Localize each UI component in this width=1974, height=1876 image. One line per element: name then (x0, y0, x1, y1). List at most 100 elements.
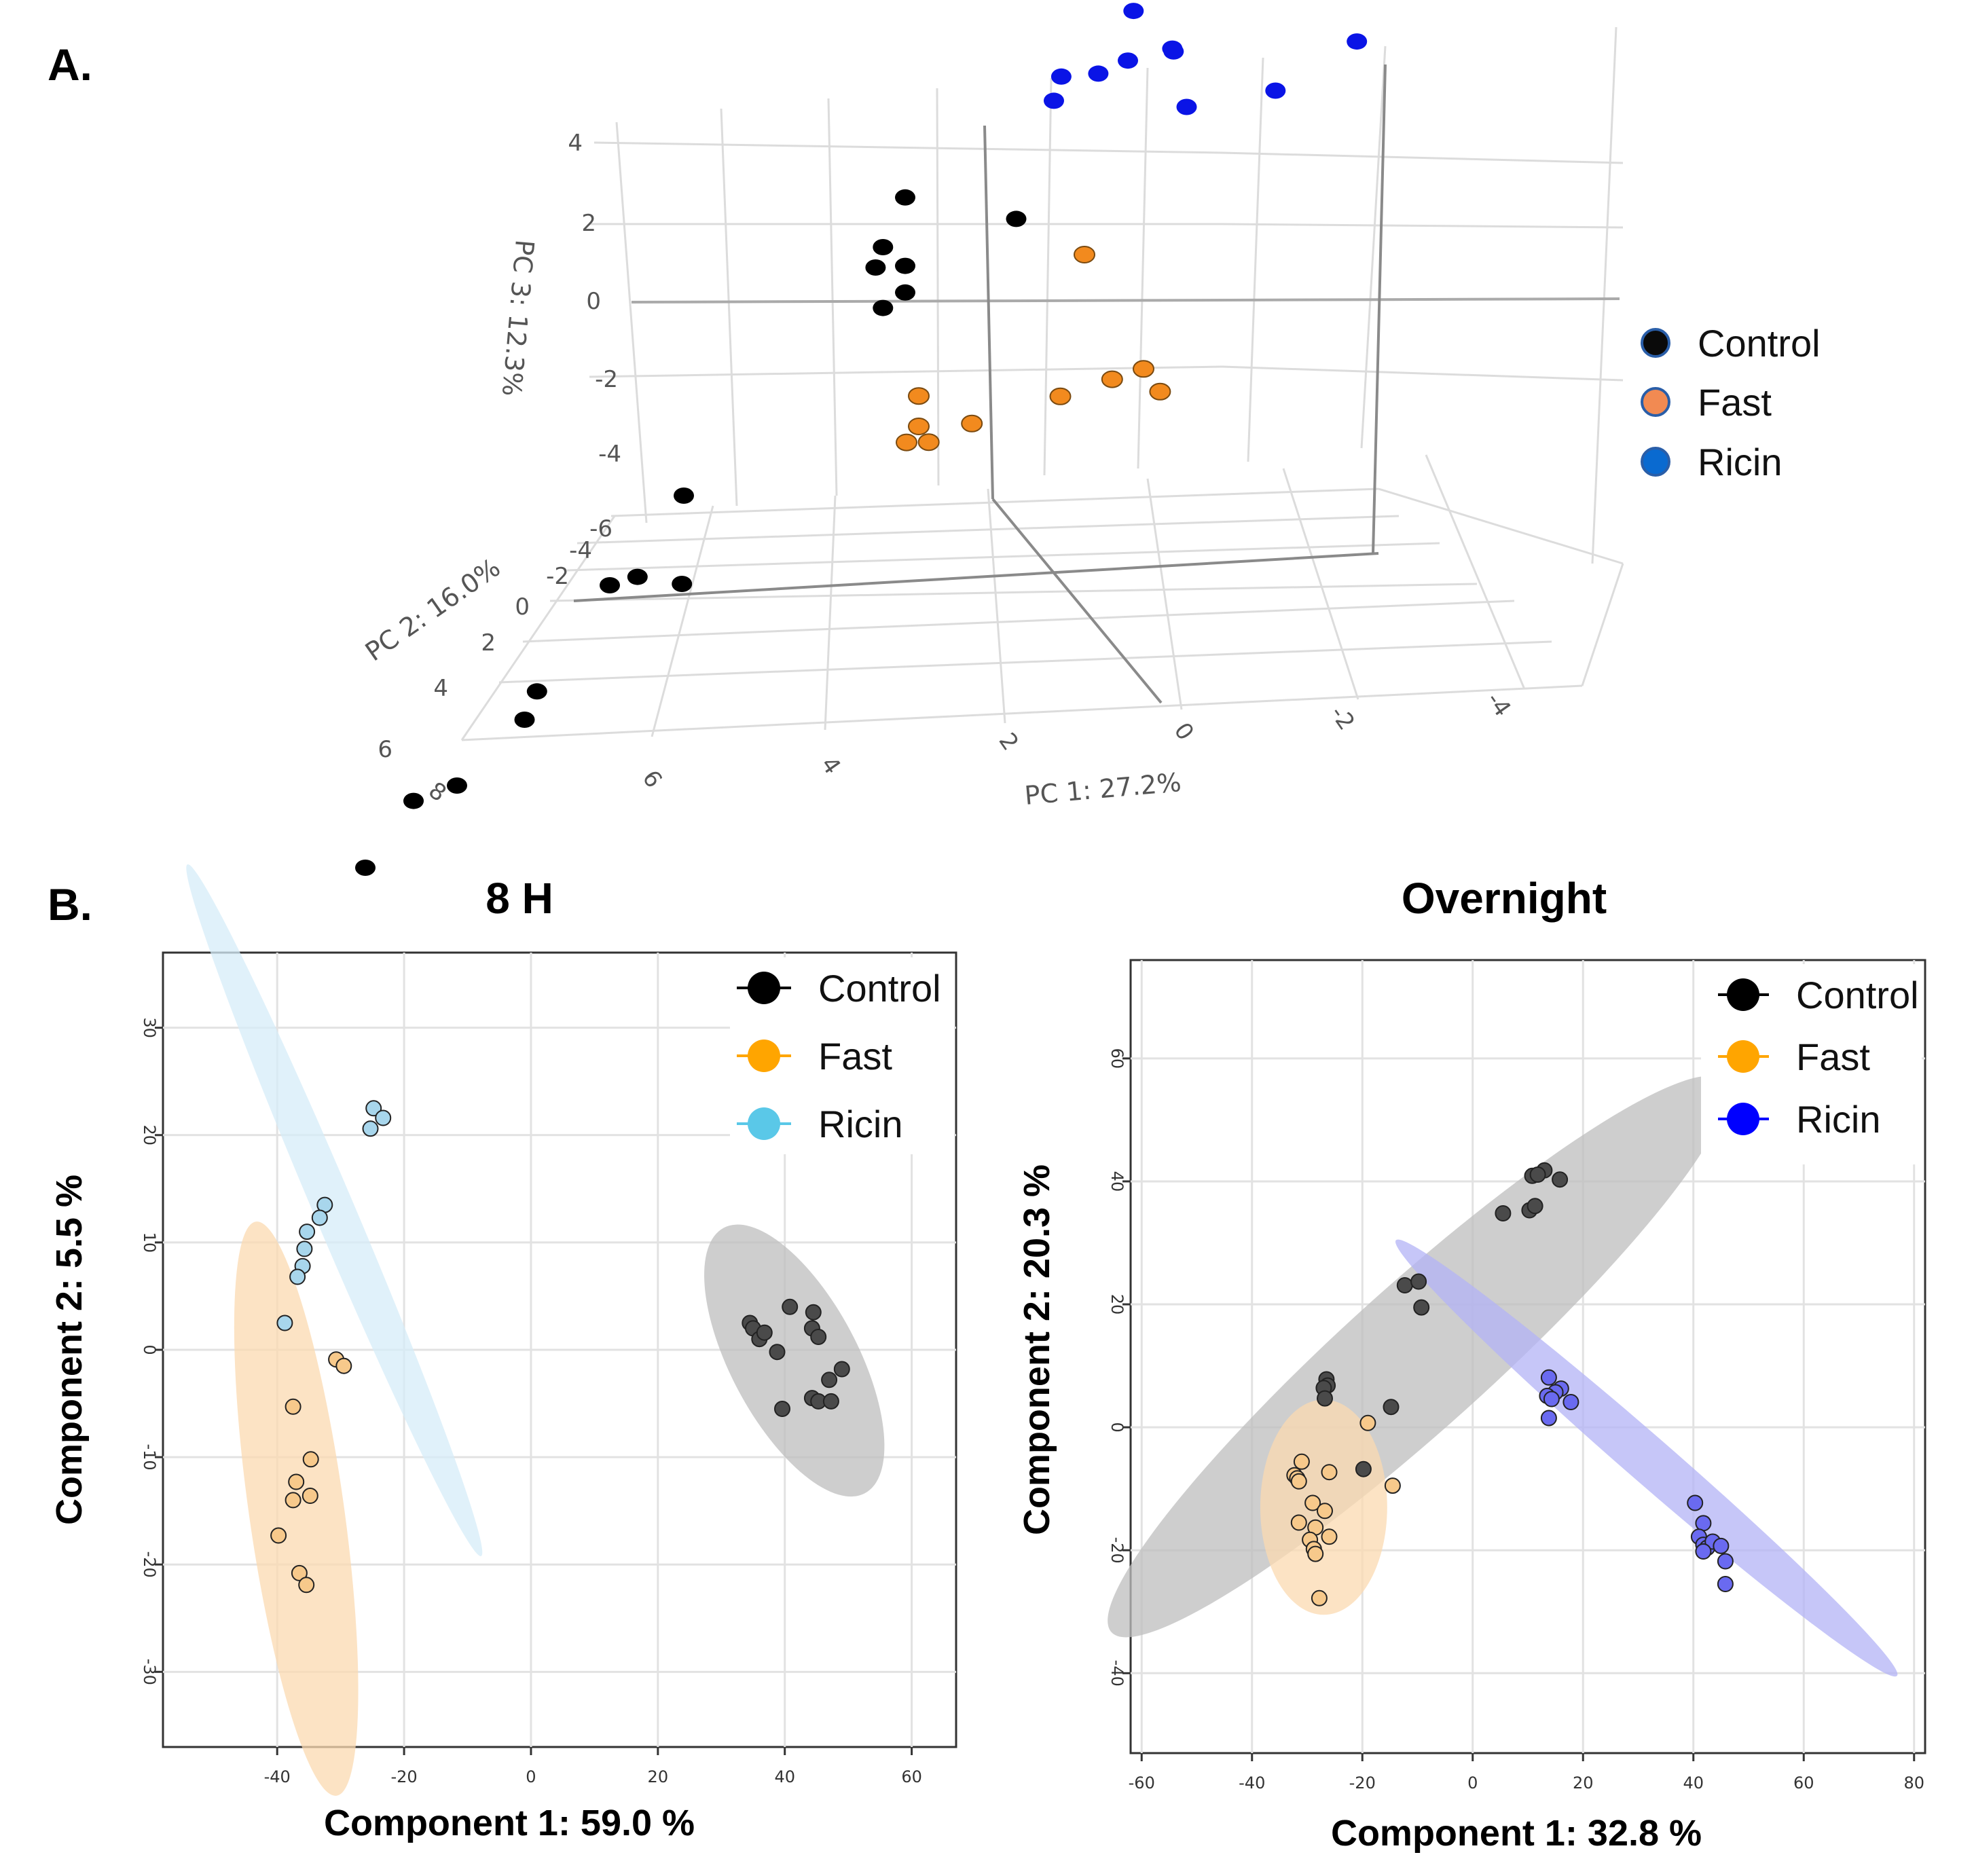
pca-overnight-chart: Overnight -60 -40 -20 0 20 40 60 80 -40 -20 0 20 40 6… (1017, 874, 1926, 1854)
point-control (1495, 1205, 1512, 1221)
ellipse-control (704, 1224, 885, 1497)
y-tick-label: 0 (1108, 1422, 1127, 1432)
point-control (805, 1304, 822, 1321)
legend-3d: Control Fast Ricin (1641, 322, 1821, 483)
point-fast (1149, 382, 1171, 401)
legend-label-fast: Fast (1698, 381, 1772, 424)
legend-marker-ricin (1727, 1103, 1759, 1135)
y-tick-label: 60 (1108, 1048, 1127, 1069)
y-tick-label: 0 (140, 1344, 159, 1355)
y-tick-label: 20 (140, 1125, 159, 1146)
legend-marker-ricin (1641, 447, 1670, 477)
y-tick-label: -10 (140, 1444, 159, 1471)
y-axis-title-8h: Component 2: 5.5 % (49, 1175, 90, 1525)
x-tick-label: -60 (1129, 1773, 1155, 1792)
chart-title-8h: 8 H (486, 874, 553, 923)
x-tick-label: -40 (1239, 1773, 1265, 1792)
x-axis-title-overnight: Component 1: 32.8 % (1331, 1813, 1702, 1854)
point-ricin (1695, 1515, 1712, 1532)
point-control (1383, 1399, 1400, 1416)
y-tick: 4 (433, 675, 448, 702)
z-tick: 0 (586, 288, 601, 315)
point-control (895, 189, 915, 206)
point-control (514, 712, 535, 728)
point-fast (1307, 1545, 1324, 1562)
point-control (895, 284, 915, 301)
legend-marker-fast (1727, 1040, 1759, 1073)
legend-marker-control (1727, 978, 1759, 1011)
point-control (822, 1393, 839, 1410)
pca-8h-chart: 8 H -40 -20 0 20 40 60 -30 -20 -10 0 10 20 30 Compon… (49, 864, 957, 1843)
point-control (833, 1361, 850, 1378)
x-tick-label: 20 (648, 1767, 669, 1786)
legend-label-ricin: Ricin (1698, 441, 1782, 483)
point-ricin (1347, 33, 1368, 50)
x-axis-title: PC 1: 27.2% (1023, 767, 1182, 811)
x-tick-label: 80 (1903, 1773, 1924, 1792)
chart-title-overnight: Overnight (1402, 874, 1607, 923)
point-control (1552, 1171, 1569, 1188)
point-ricin (1044, 92, 1064, 109)
point-fast (1290, 1473, 1307, 1490)
y-tick: 0 (515, 593, 530, 621)
point-fast (1317, 1503, 1333, 1520)
legend-label-fast: Fast (1796, 1035, 1870, 1078)
point-control (1006, 210, 1027, 227)
point-ricin (1540, 1369, 1557, 1386)
y-tick-label: -30 (140, 1659, 159, 1685)
point-control (756, 1324, 773, 1341)
x-tick: 6 (637, 765, 668, 793)
legend-overnight: Control Fast Ricin (1701, 964, 1922, 1164)
y-tick: 8 (424, 777, 452, 807)
legend-marker-control (1641, 328, 1670, 358)
point-ricin (1176, 98, 1197, 115)
y-tick-label: 10 (140, 1232, 159, 1253)
x-tick: 2 (993, 728, 1024, 756)
y-tick-label: -40 (1108, 1660, 1127, 1687)
point-ricin (299, 1224, 316, 1240)
back-wall-grid (460, 26, 1624, 741)
z-tick: 2 (581, 210, 596, 237)
x-tick-label: 60 (901, 1767, 922, 1786)
point-fast (908, 387, 930, 405)
legend-marker-fast (1641, 387, 1670, 417)
point-control (403, 792, 424, 809)
x-tick-label: 60 (1793, 1773, 1814, 1792)
point-ricin (1050, 68, 1072, 85)
point-ricin (311, 1209, 328, 1226)
y-tick: 6 (378, 736, 392, 763)
legend-label-control: Control (1796, 974, 1919, 1016)
y-tick-label: 20 (1108, 1294, 1127, 1315)
point-fast (1293, 1453, 1310, 1470)
point-fast (1290, 1514, 1307, 1531)
point-control (355, 860, 376, 876)
x-tick: -4 (1481, 687, 1516, 722)
x-tick-label: -40 (264, 1767, 291, 1786)
ticks-8h: -40 -20 0 20 40 60 -30 -20 -10 0 10 20 30 (140, 1017, 922, 1786)
legend-marker-fast (748, 1040, 780, 1072)
point-fast (1321, 1528, 1338, 1545)
point-ricin (1163, 43, 1184, 60)
point-fast (961, 414, 983, 433)
x-tick-label: 40 (1683, 1773, 1704, 1792)
y-tick-label: 40 (1108, 1171, 1127, 1192)
point-ricin (1265, 82, 1286, 99)
point-control (821, 1372, 838, 1388)
point-fast (1321, 1464, 1338, 1481)
point-control (873, 299, 894, 316)
point-control (1527, 1198, 1543, 1215)
x-axis-title-8h: Component 1: 59.0 % (324, 1803, 695, 1843)
y-tick: -2 (546, 563, 569, 590)
point-fast (291, 1564, 308, 1581)
point-fast (1049, 387, 1072, 405)
point-fast (285, 1398, 301, 1415)
point-control (1413, 1299, 1430, 1316)
ellipse-ricin (186, 864, 483, 1556)
ticks-overnight: -60 -40 -20 0 20 40 60 80 -40 -20 0 20 40 60 (1108, 1048, 1924, 1792)
axes-3d (573, 64, 1620, 704)
y-tick-label: -20 (1108, 1537, 1127, 1564)
ellipse-ricin (1395, 1239, 1898, 1677)
point-ricin (1717, 1576, 1734, 1592)
point-ricin (1717, 1553, 1734, 1570)
point-control (600, 577, 620, 593)
